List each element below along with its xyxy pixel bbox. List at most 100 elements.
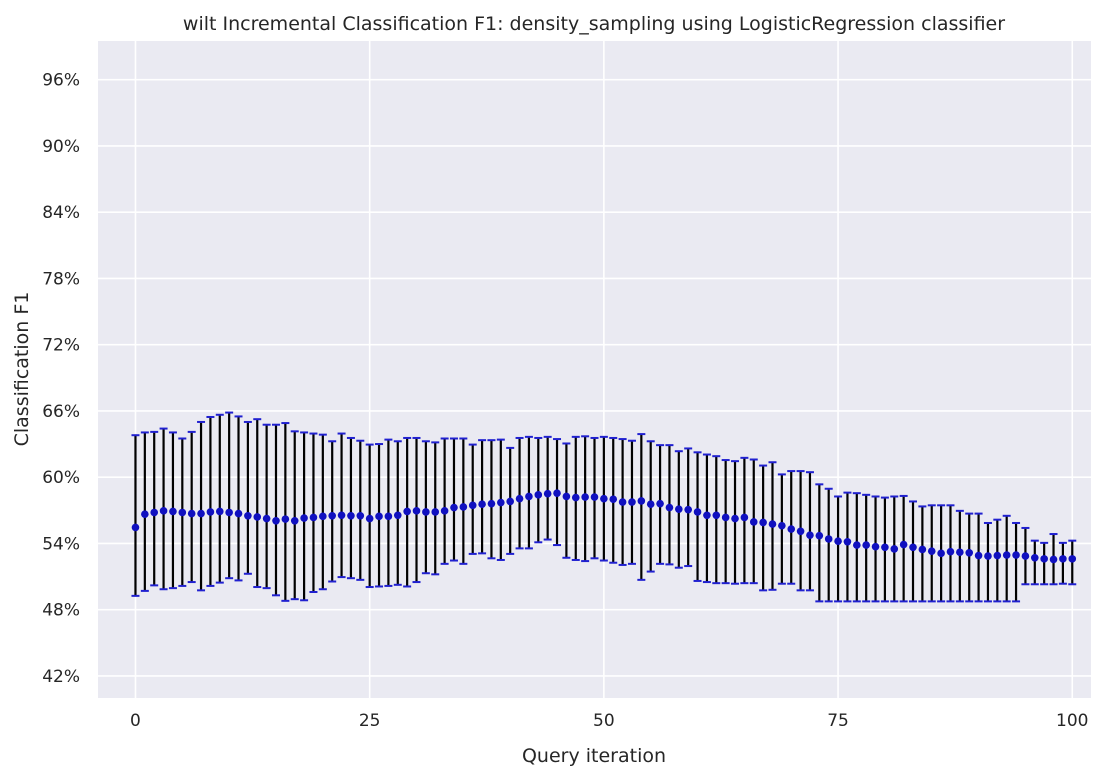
data-point [665,503,674,512]
data-point [656,499,664,508]
data-point [131,523,140,532]
data-point [422,508,430,516]
data-point [515,494,524,503]
x-axis-label: Query iteration [522,745,666,767]
data-point [618,498,627,506]
data-point [1049,555,1058,564]
data-point [487,499,496,508]
data-point [731,514,739,523]
data-point [815,531,824,540]
data-point [806,531,814,539]
data-point [450,503,458,512]
data-point [300,514,308,522]
y-tick-label: 48% [42,601,80,621]
y-tick-label: 66% [42,402,80,422]
y-tick-label: 42% [42,667,80,687]
y-tick-label: 54% [42,534,80,554]
data-point [478,500,486,509]
y-tick-label: 78% [42,269,80,289]
data-point [843,537,852,546]
data-point [328,512,336,520]
data-point [1059,555,1067,563]
data-point [759,518,767,527]
x-tick-label: 100 [1056,711,1088,731]
x-tick-label: 0 [130,711,141,731]
data-point [609,495,618,504]
data-point [684,505,692,514]
data-point [600,494,608,503]
data-point [675,505,683,513]
data-point [871,542,880,551]
data-point [562,492,571,501]
data-point [440,507,449,515]
data-point [272,516,280,525]
data-point [834,537,842,546]
data-point [187,509,196,518]
data-point [290,516,299,525]
data-point [468,501,477,510]
data-point [403,507,411,516]
grid-lines [98,41,1091,698]
y-axis-label: Classification F1 [11,292,33,447]
data-point [375,512,383,521]
data-point [159,507,168,515]
data-point [309,513,318,522]
data-point [206,508,215,516]
data-point [581,493,589,501]
data-point [909,543,917,552]
data-point [506,497,514,506]
data-point [628,498,636,506]
data-point [965,548,974,557]
data-point [787,525,796,533]
data-point [234,509,243,518]
data-point [721,513,730,522]
data-point [337,511,346,520]
data-point [740,513,749,522]
data-point [1040,555,1048,563]
data-point [1068,555,1077,563]
data-point [590,493,599,501]
data-point [141,510,149,518]
data-point [712,511,721,520]
x-tick-label: 25 [359,711,381,731]
data-point [824,535,833,543]
y-axis-ticks: 42% 48% 54% 60% 66% 72% 78% 84% 90% 96% [42,71,80,687]
data-point [244,512,252,520]
data-points [131,489,1077,564]
data-point [412,507,421,515]
data-point [1012,551,1020,559]
data-point [749,518,758,526]
data-point [169,507,177,516]
chart-title: wilt Incremental Classification F1: dens… [183,13,1005,35]
data-point [347,512,355,520]
data-point [853,541,861,549]
data-point [384,512,393,521]
data-point [984,552,992,560]
data-point [899,540,908,549]
data-point [862,541,870,549]
data-point [525,492,533,501]
data-point [459,503,468,511]
data-point [197,509,205,518]
data-point [703,511,711,520]
y-tick-label: 90% [42,137,80,157]
data-point [178,508,187,517]
data-point [1021,552,1030,560]
y-tick-label: 72% [42,336,80,356]
data-point [431,508,440,516]
data-point [534,491,543,499]
data-point [693,508,702,516]
data-point [253,513,262,521]
data-point [356,512,365,520]
data-point [262,514,271,523]
data-point [215,507,224,516]
y-tick-label: 96% [42,71,80,91]
data-point [637,497,646,505]
data-point [778,521,786,530]
data-point [225,508,233,517]
data-point [319,512,327,521]
data-point [937,549,945,558]
data-point [497,498,505,507]
data-point [927,547,936,555]
